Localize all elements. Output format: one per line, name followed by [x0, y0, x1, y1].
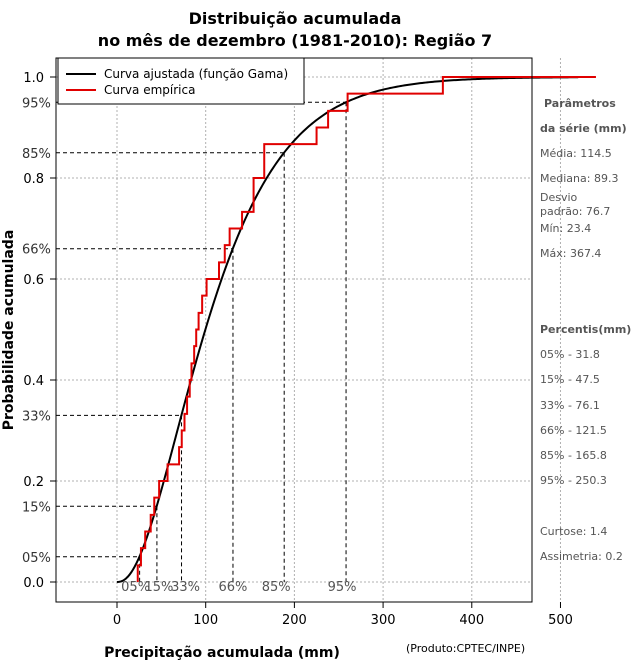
- percentile-x-label: 15%: [144, 580, 173, 595]
- stat-assimetria: Assimetria: 0.2: [540, 550, 623, 563]
- y-tick-label: 0.4: [23, 374, 44, 389]
- x-axis: 0 100 200 300 400 500: [113, 602, 573, 628]
- percentile-x-label: 66%: [219, 580, 248, 595]
- legend-label-empirical: Curva empírica: [104, 83, 195, 97]
- percentile-y-labels: 05% 15% 33% 66% 85% 95%: [22, 96, 51, 566]
- percentile-x-label: 05%: [121, 580, 150, 595]
- y-tick-label: 0.2: [23, 475, 44, 490]
- percentil-05: 05% - 31.8: [540, 348, 600, 361]
- percentile-x-label: 85%: [262, 580, 291, 595]
- chart-title-line-1: Distribuição acumulada: [189, 9, 402, 28]
- x-axis-title: Precipitação acumulada (mm): [104, 645, 340, 660]
- empirical-step-curve: [136, 76, 596, 582]
- x-tick-label: 100: [193, 613, 218, 628]
- params-heading-2: da série (mm): [540, 122, 627, 135]
- percentile-x-label: 95%: [328, 580, 357, 595]
- percentis-heading: Percentis(mm): [540, 323, 631, 336]
- y-tick-label: 0.8: [23, 172, 44, 187]
- series-lines: [116, 76, 596, 583]
- product-credit: (Produto:CPTEC/INPE): [406, 642, 525, 655]
- stat-media: Média: 114.5: [540, 147, 612, 160]
- stat-max: Máx: 367.4: [540, 247, 601, 260]
- stat-desvio-2: padrão: 76.7: [540, 205, 610, 218]
- grid-lines: [56, 58, 561, 602]
- side-panel: Parâmetros da série (mm) Média: 114.5 Me…: [540, 97, 631, 563]
- x-tick-label: 400: [459, 613, 484, 628]
- percentil-33: 33% - 76.1: [540, 399, 600, 412]
- x-tick-label: 200: [282, 613, 307, 628]
- percentile-y-label: 15%: [22, 500, 51, 515]
- y-axis: 0.0 0.2 0.4 0.6 0.8 1.0: [23, 71, 56, 591]
- gamma-fit-curve: [116, 76, 579, 583]
- stat-desvio-1: Desvio: [540, 191, 578, 204]
- percentile-x-label: 33%: [171, 580, 200, 595]
- x-tick-label: 0: [113, 613, 121, 628]
- percentile-y-label: 66%: [22, 243, 51, 258]
- percentil-66: 66% - 121.5: [540, 424, 607, 437]
- stat-curtose: Curtose: 1.4: [540, 525, 607, 538]
- stat-min: Mín: 23.4: [540, 222, 591, 235]
- legend: Curva ajustada (função Gama) Curva empír…: [57, 57, 305, 105]
- percentile-y-label: 95%: [22, 96, 51, 111]
- percentile-y-label: 33%: [22, 409, 51, 424]
- percentil-15: 15% - 47.5: [540, 373, 600, 386]
- legend-box: [57, 57, 305, 105]
- chart-title-line-2: no mês de dezembro (1981-2010): Região 7: [98, 31, 492, 50]
- percentil-85: 85% - 165.8: [540, 449, 607, 462]
- percentil-95: 95% - 250.3: [540, 474, 607, 487]
- percentile-x-labels: 05%15%33% 66% 85% 95%: [121, 580, 356, 595]
- percentile-y-label: 05%: [22, 551, 51, 566]
- y-tick-label: 1.0: [23, 71, 44, 86]
- y-axis-title: Probabilidade acumulada: [1, 230, 17, 431]
- stat-mediana: Mediana: 89.3: [540, 172, 618, 185]
- legend-label-gamma: Curva ajustada (função Gama): [104, 67, 288, 81]
- y-tick-label: 0.0: [23, 576, 44, 591]
- x-tick-label: 300: [371, 613, 396, 628]
- y-tick-label: 0.6: [23, 273, 44, 288]
- params-heading-1: Parâmetros: [544, 97, 616, 110]
- percentile-y-label: 85%: [22, 147, 51, 162]
- x-tick-label: 500: [548, 613, 573, 628]
